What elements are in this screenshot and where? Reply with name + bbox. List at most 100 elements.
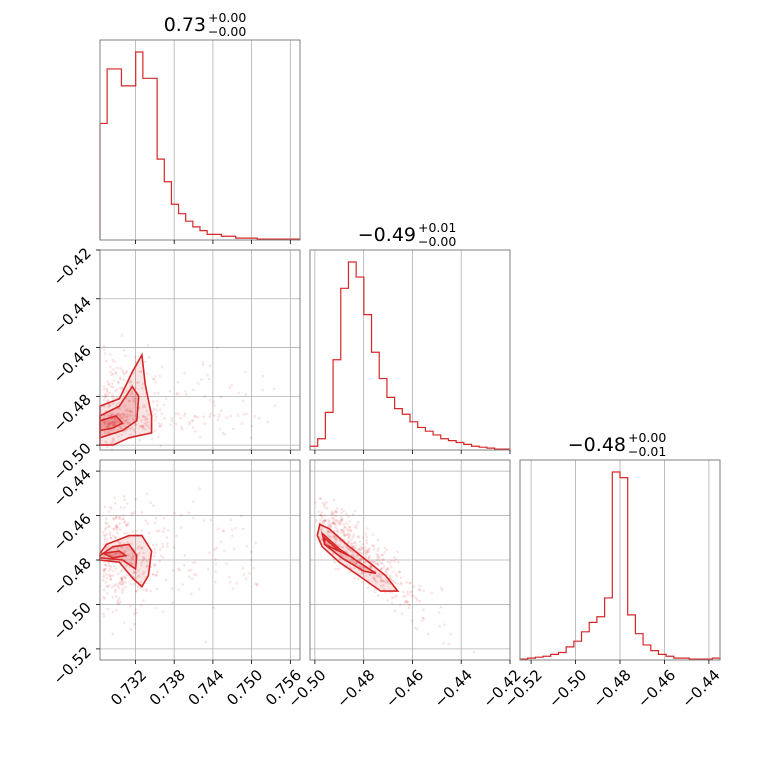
scatter-point [354, 562, 357, 566]
scatter-point [116, 531, 119, 535]
scatter-point [320, 528, 323, 531]
scatter-point [118, 522, 121, 525]
scatter-point [148, 426, 151, 430]
scatter-point [130, 391, 134, 394]
scatter-point [332, 521, 335, 524]
scatter-point [105, 517, 108, 520]
scatter-point [108, 573, 111, 576]
scatter-point [192, 500, 195, 503]
scatter-point [112, 368, 115, 371]
scatter-point [212, 400, 215, 404]
scatter-point [114, 515, 118, 518]
scatter-point [352, 533, 356, 536]
scatter-point [367, 556, 370, 560]
scatter-point [176, 392, 179, 396]
scatter-point [133, 622, 136, 626]
scatter-point [207, 377, 211, 381]
scatter-point [151, 572, 154, 576]
scatter-point [114, 525, 118, 529]
scatter-point [360, 566, 363, 569]
scatter-point [345, 512, 348, 516]
scatter-point [102, 420, 106, 423]
scatter-point [380, 553, 384, 557]
scatter-point [368, 573, 372, 576]
scatter-point [137, 574, 140, 578]
scatter-point [102, 615, 106, 618]
scatter-point [183, 372, 186, 375]
scatter-point [367, 550, 370, 554]
scatter-point [358, 540, 362, 544]
scatter-point [131, 411, 134, 414]
scatter-point [347, 532, 350, 536]
scatter-point [250, 424, 253, 428]
scatter-point [137, 380, 140, 384]
scatter-point [320, 514, 323, 517]
scatter-point [442, 642, 446, 645]
scatter-point [361, 571, 364, 575]
scatter-point [136, 547, 139, 550]
scatter-point [106, 389, 109, 392]
scatter-point [384, 581, 388, 584]
scatter-point [162, 517, 166, 520]
scatter-point [108, 353, 112, 356]
scatter-point [372, 548, 376, 551]
scatter-point [331, 511, 335, 515]
scatter-point [214, 580, 217, 584]
scatter-point [365, 548, 368, 552]
scatter-point [129, 561, 132, 565]
scatter-point [176, 381, 180, 384]
scatter-point [131, 557, 134, 561]
scatter-point [360, 572, 364, 575]
scatter-point [163, 417, 166, 420]
scatter-point [147, 413, 150, 416]
scatter-point [368, 547, 371, 551]
scatter-point [165, 397, 168, 400]
scatter-point [112, 423, 116, 426]
scatter-point [123, 550, 126, 553]
scatter-point [372, 574, 376, 578]
scatter-point [152, 400, 155, 403]
scatter-point [114, 421, 118, 425]
contour-group-1-0 [99, 352, 153, 446]
panel-grid-2-2 [530, 460, 710, 660]
scatter-point [403, 595, 407, 598]
scatter-point [241, 527, 245, 531]
scatter-point [340, 511, 343, 515]
y-tick-label-param-3: −0.48 [50, 554, 95, 599]
scatter-point [122, 423, 125, 427]
scatter-point [134, 422, 137, 426]
scatter-point [337, 568, 341, 571]
scatter-point [257, 416, 261, 420]
scatter-point [393, 596, 397, 599]
scatter-point [353, 566, 356, 570]
contour-line [99, 534, 153, 588]
scatter-point [142, 425, 145, 429]
scatter-point [141, 405, 145, 409]
scatter-point [113, 413, 117, 416]
scatter-point [388, 574, 392, 577]
scatter-point [379, 567, 383, 571]
scatter-point [125, 523, 128, 527]
scatter-point [341, 545, 345, 549]
scatter-point [327, 531, 331, 534]
scatter-point [323, 506, 327, 509]
scatter-point [335, 510, 338, 513]
scatter-point [104, 526, 108, 530]
scatter-point [242, 573, 246, 576]
scatter-point [132, 554, 136, 558]
scatter-point [372, 560, 376, 564]
scatter-point [343, 534, 346, 538]
scatter-point [377, 594, 380, 597]
scatter-point [362, 552, 366, 555]
scatter-point [123, 430, 126, 433]
scatter-point [145, 589, 148, 593]
scatter-point [372, 577, 376, 581]
scatter-point [191, 516, 195, 520]
scatter-point [408, 590, 412, 594]
scatter-point [376, 557, 379, 560]
scatter-point [192, 426, 195, 429]
scatter-point [334, 526, 338, 529]
scatter-point [332, 516, 335, 520]
panel-grid-1-1 [314, 250, 511, 450]
scatter-point [154, 415, 158, 419]
